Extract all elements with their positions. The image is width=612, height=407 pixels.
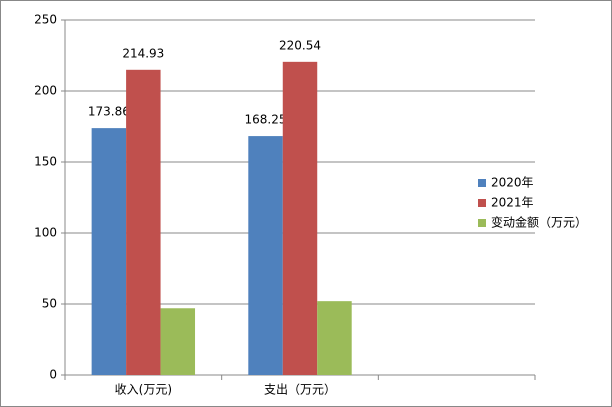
y-tick-label: 0 <box>49 368 57 382</box>
data-label: 214.93 <box>122 46 164 60</box>
legend-swatch <box>478 219 486 227</box>
data-label: 220.54 <box>279 38 321 52</box>
x-tick-label: 支出（万元） <box>264 383 336 397</box>
legend-label: 2021年 <box>491 196 534 210</box>
x-tick-label: 收入(万元) <box>115 383 172 397</box>
bar <box>317 301 352 375</box>
y-tick-label: 100 <box>34 226 57 240</box>
legend-label: 变动金额（万元） <box>491 215 587 230</box>
data-label: 168.25 <box>245 113 287 127</box>
legend-swatch <box>478 179 486 187</box>
y-tick-label: 250 <box>34 13 57 27</box>
bar <box>282 61 318 376</box>
bar <box>248 136 283 375</box>
y-tick-label: 200 <box>34 84 57 98</box>
bar <box>160 308 196 375</box>
bar <box>126 69 161 375</box>
bar <box>91 128 127 375</box>
legend-swatch <box>478 199 486 207</box>
y-tick-label: 50 <box>42 297 57 311</box>
data-label: 173.86 <box>88 105 130 119</box>
y-tick-label: 150 <box>34 155 57 169</box>
legend-label: 2020年 <box>491 176 534 190</box>
